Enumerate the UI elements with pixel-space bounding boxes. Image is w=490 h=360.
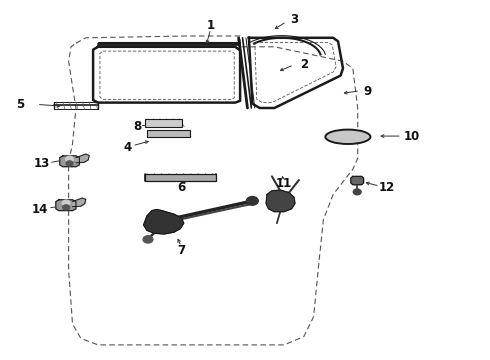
Text: 3: 3 (290, 13, 298, 26)
Text: 13: 13 (33, 157, 50, 170)
Ellipse shape (325, 130, 370, 144)
Text: 5: 5 (17, 98, 24, 111)
Polygon shape (266, 190, 295, 212)
Text: 11: 11 (276, 177, 293, 190)
Circle shape (353, 189, 361, 195)
Polygon shape (144, 210, 184, 234)
Bar (145, 119, 182, 127)
Text: 2: 2 (300, 58, 308, 71)
Text: 7: 7 (177, 244, 185, 257)
Circle shape (66, 161, 73, 166)
Bar (145, 174, 216, 181)
Polygon shape (60, 156, 79, 167)
Bar (147, 130, 190, 137)
Text: 8: 8 (133, 120, 141, 132)
Circle shape (246, 197, 258, 205)
Text: 4: 4 (123, 141, 131, 154)
Text: 14: 14 (32, 203, 49, 216)
Text: 12: 12 (379, 181, 395, 194)
Polygon shape (56, 200, 76, 211)
Polygon shape (351, 176, 364, 185)
Text: 10: 10 (403, 130, 420, 143)
Polygon shape (73, 198, 86, 207)
Text: 6: 6 (177, 181, 185, 194)
Circle shape (143, 236, 153, 243)
Polygon shape (76, 154, 89, 163)
Text: 9: 9 (364, 85, 371, 98)
Circle shape (62, 200, 70, 206)
Circle shape (66, 156, 74, 162)
Text: 1: 1 (207, 19, 215, 32)
Circle shape (63, 205, 70, 210)
